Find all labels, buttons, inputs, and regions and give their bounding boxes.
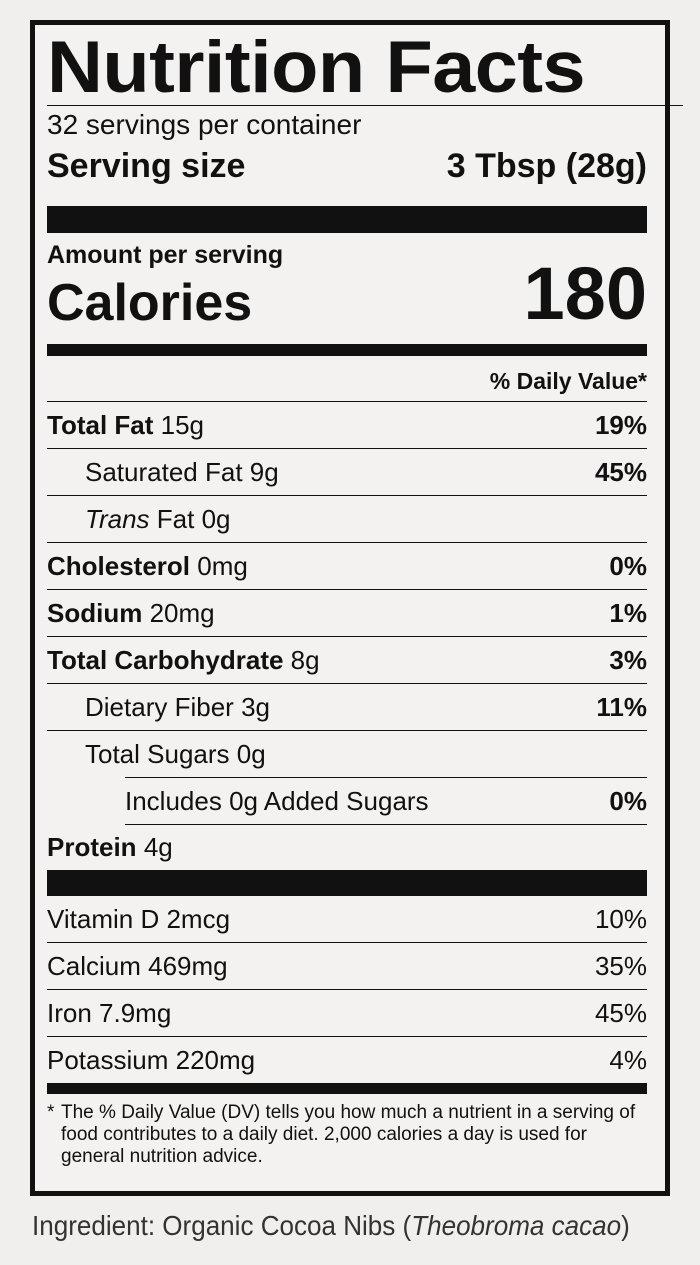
vitamin-name: Potassium 220mg (47, 1044, 256, 1075)
vitamin-dv: 10% (594, 903, 647, 934)
nutrient-name: Protein (47, 832, 137, 862)
nutrient-row: Saturated Fat 9g 45% (47, 449, 647, 496)
serving-size: Serving size 3 Tbsp (28g) (47, 140, 647, 206)
vitamin-row: Calcium 469mg 35% (47, 943, 647, 990)
nutrient-dv: 3% (609, 644, 647, 675)
nutrient-name-italic: Trans (85, 503, 150, 534)
nutrient-row: Trans Fat 0g (47, 496, 647, 543)
nutrient-row: Dietary Fiber 3g 11% (47, 684, 647, 731)
nutrient-row: Total Fat 15g 19% (47, 402, 647, 449)
nutrient-name: Total Sugars (85, 738, 230, 769)
serving-size-label: Serving size (47, 147, 246, 185)
vitamin-dv: 4% (609, 1044, 647, 1075)
nutrient-amount: 9g (249, 456, 279, 487)
nutrient-name: Sodium (47, 597, 143, 628)
calories-value: 180 (523, 252, 647, 335)
calories-label: Calories (47, 274, 253, 332)
nutrient-amount: 0g (201, 503, 231, 534)
nutrient-row: Protein 4g (47, 825, 647, 870)
nutrient-name: Dietary Fiber (85, 691, 234, 722)
vitamin-row: Potassium 220mg 4% (47, 1037, 647, 1083)
ingredient-latin: Theobroma cacao (411, 1210, 622, 1241)
footnote-text: The % Daily Value (DV) tells you how muc… (61, 1102, 636, 1167)
footnote: * The % Daily Value (DV) tells you how mu… (47, 1094, 647, 1168)
nutrient-row: Includes 0g Added Sugars 0% (125, 777, 647, 825)
divider (47, 1083, 647, 1094)
nutrient-amount: 15g (160, 409, 205, 440)
divider (47, 344, 647, 356)
vitamin-name: Vitamin D 2mcg (47, 903, 231, 934)
nutrient-dv: 1% (609, 597, 647, 628)
vitamin-row: Iron 7.9mg 45% (47, 990, 647, 1037)
nutrient-amount: 3g (241, 691, 270, 722)
calories-block: Amount per serving Calories 180 (47, 233, 647, 344)
divider (47, 870, 647, 896)
nutrient-row: Sodium 20mg 1% (47, 590, 647, 637)
vitamin-name: Calcium 469mg (47, 950, 228, 981)
nutrient-dv: 0% (609, 785, 647, 816)
nutrient-dv: 11% (596, 691, 647, 722)
vitamin-row: Vitamin D 2mcg 10% (47, 896, 647, 943)
nutrient-amount: 4g (143, 832, 173, 862)
vitamin-dv: 45% (594, 997, 647, 1028)
nutrient-amount: 8g (290, 644, 320, 675)
vitamin-name: Iron 7.9mg (47, 997, 172, 1028)
divider (47, 206, 647, 233)
servings: 32 servings per container (47, 109, 362, 140)
nutrient-name: Fat (156, 503, 195, 534)
nutrient-row: Total Sugars 0g (47, 731, 647, 777)
nutrient-name: Total Fat (47, 409, 154, 440)
vitamin-dv: 35% (594, 950, 647, 981)
nutrient-amount: 0mg (197, 550, 248, 581)
nutrient-name: Saturated Fat (85, 456, 243, 487)
nutrient-dv: 0% (609, 550, 647, 581)
footnote-mark: * (47, 1102, 55, 1123)
ingredient-text: Ingredient: Organic Cocoa Nibs ( (32, 1210, 412, 1241)
nutrient-name: Includes 0g Added Sugars (125, 785, 429, 816)
nutrient-dv: 19% (594, 409, 647, 440)
serving-size-value: 3 Tbsp (28g) (446, 147, 647, 185)
nutrient-name: Total Carbohydrate (47, 644, 284, 675)
ingredient: Ingredient: Organic Cocoa Nibs (Theobrom… (32, 1210, 630, 1242)
dv-header: % Daily Value* (47, 356, 647, 402)
nutrient-row: Cholesterol 0mg 0% (47, 543, 647, 590)
ingredient-close: ) (621, 1210, 630, 1241)
title: Nutrition Facts (47, 25, 683, 108)
nutrient-row: Total Carbohydrate 8g 3% (47, 637, 647, 684)
nutrition-label: Nutrition Facts 32 servings per containe… (30, 20, 683, 1196)
nutrient-name: Cholesterol (47, 550, 191, 581)
nutrient-amount: 0g (236, 738, 266, 769)
nutrient-dv: 45% (594, 456, 647, 487)
nutrient-amount: 20mg (149, 597, 215, 628)
amount-per-serving: Amount per serving (47, 241, 284, 269)
